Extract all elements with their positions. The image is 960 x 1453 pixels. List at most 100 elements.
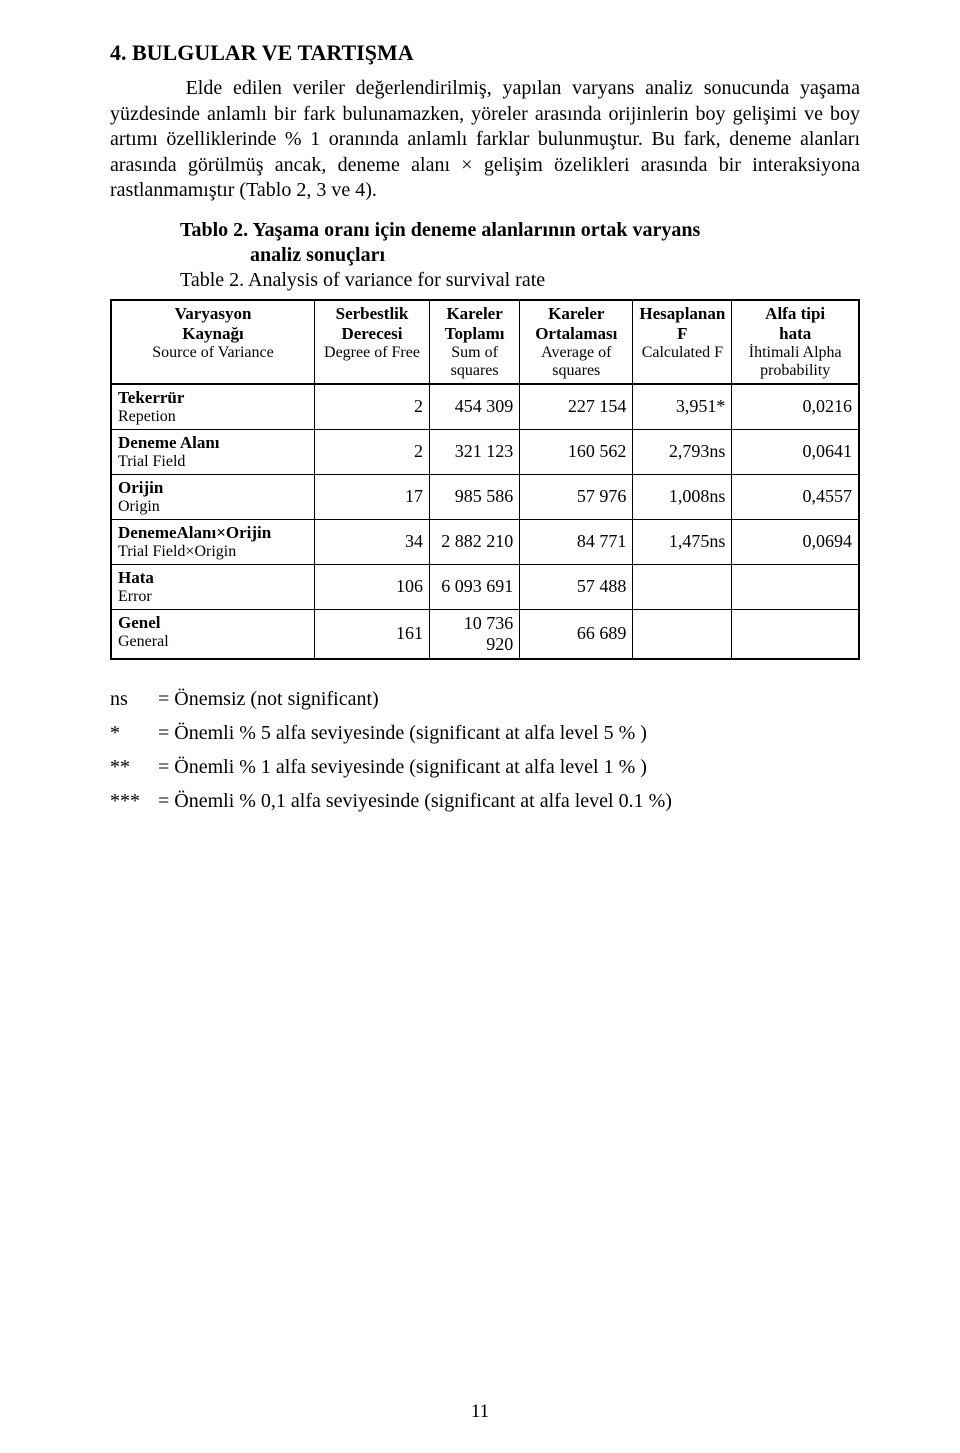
src-sub: Trial Field×Origin (118, 543, 308, 561)
table-header-row: Varyasyon Kaynağı Source of Variance Ser… (111, 300, 859, 384)
cell-ss: 6 093 691 (429, 564, 519, 609)
legend: ns = Önemsiz (not significant) * = Öneml… (110, 682, 860, 818)
cell-ms: 57 488 (520, 564, 633, 609)
cell-ss: 454 309 (429, 384, 519, 430)
cell-f (633, 564, 732, 609)
src-bold: Hata (118, 568, 308, 588)
cell-ms: 227 154 (520, 384, 633, 430)
cell-ms: 84 771 (520, 519, 633, 564)
table-row: Orijin Origin 17 985 586 57 976 1,008ns … (111, 474, 859, 519)
col-h2: F (677, 324, 687, 343)
legend-key: *** (110, 784, 158, 818)
table-row: Tekerrür Repetion 2 454 309 227 154 3,95… (111, 384, 859, 430)
table-titles: Tablo 2. Yaşama oranı için deneme alanla… (180, 218, 860, 293)
cell-f: 3,951* (633, 384, 732, 430)
cell-source: Genel General (111, 609, 315, 659)
legend-key: ** (110, 750, 158, 784)
cell-df: 17 (315, 474, 430, 519)
cell-ss: 10 736 920 (429, 609, 519, 659)
col-header-ms: Kareler Ortalaması Average of squares (520, 300, 633, 384)
src-bold: Tekerrür (118, 388, 308, 408)
table-row: Genel General 161 10 736 920 66 689 (111, 609, 859, 659)
col-h1: Serbestlik Derecesi (336, 304, 409, 343)
cell-df: 34 (315, 519, 430, 564)
cell-p (732, 564, 859, 609)
section-title: 4. BULGULAR VE TARTIŞMA (110, 40, 860, 66)
cell-df: 106 (315, 564, 430, 609)
col-header-f: Hesaplanan F Calculated F (633, 300, 732, 384)
src-bold: Deneme Alanı (118, 433, 308, 453)
src-sub: Error (118, 588, 308, 606)
col-header-source: Varyasyon Kaynağı Source of Variance (111, 300, 315, 384)
col-h2: Toplamı (445, 324, 505, 343)
legend-text: = Önemsiz (not significant) (158, 682, 379, 716)
table-title-tr: Tablo 2. Yaşama oranı için deneme alanla… (180, 218, 860, 243)
legend-row-3star: *** = Önemli % 0,1 alfa seviyesinde (sig… (110, 784, 860, 818)
legend-row-ns: ns = Önemsiz (not significant) (110, 682, 860, 716)
col-header-ss: Kareler Toplamı Sum of squares (429, 300, 519, 384)
cell-df: 161 (315, 609, 430, 659)
col-h1: Alfa tipi (765, 304, 825, 323)
cell-p: 0,0216 (732, 384, 859, 430)
legend-text: = Önemli % 5 alfa seviyesinde (significa… (158, 716, 647, 750)
src-sub: Origin (118, 498, 308, 516)
col-h3: Sum of squares (436, 344, 513, 380)
paragraph-text: Elde edilen veriler değerlendirilmiş, ya… (110, 77, 860, 201)
table-row: Hata Error 106 6 093 691 57 488 (111, 564, 859, 609)
cell-ms: 66 689 (520, 609, 633, 659)
cell-source: Deneme Alanı Trial Field (111, 429, 315, 474)
table-body: Tekerrür Repetion 2 454 309 227 154 3,95… (111, 384, 859, 659)
cell-f: 1,475ns (633, 519, 732, 564)
cell-p: 0,0694 (732, 519, 859, 564)
table-title-tr-line2: analiz sonuçları (180, 243, 860, 268)
cell-df: 2 (315, 384, 430, 430)
table-row: DenemeAlanı×Orijin Trial Field×Origin 34… (111, 519, 859, 564)
legend-key: ns (110, 682, 158, 716)
table-row: Deneme Alanı Trial Field 2 321 123 160 5… (111, 429, 859, 474)
col-header-df: Serbestlik Derecesi Degree of Free (315, 300, 430, 384)
col-h1: Kareler (548, 304, 604, 323)
src-bold: Genel (118, 613, 308, 633)
legend-text: = Önemli % 1 alfa seviyesinde (significa… (158, 750, 647, 784)
cell-ms: 57 976 (520, 474, 633, 519)
body-paragraph: Elde edilen veriler değerlendirilmiş, ya… (110, 76, 860, 204)
table-title-en: Table 2. Analysis of variance for surviv… (180, 268, 860, 293)
col-header-p: Alfa tipi hata İhtimali Alpha probabilit… (732, 300, 859, 384)
cell-source: Tekerrür Repetion (111, 384, 315, 430)
cell-f (633, 609, 732, 659)
col-h1: Kareler (446, 304, 502, 323)
cell-source: Hata Error (111, 564, 315, 609)
src-sub: Repetion (118, 408, 308, 426)
cell-p (732, 609, 859, 659)
src-sub: Trial Field (118, 453, 308, 471)
col-h2: Kaynağı (182, 324, 243, 343)
col-h3: İhtimali Alpha probability (738, 344, 852, 380)
legend-row-2star: ** = Önemli % 1 alfa seviyesinde (signif… (110, 750, 860, 784)
cell-ss: 2 882 210 (429, 519, 519, 564)
cell-ms: 160 562 (520, 429, 633, 474)
anova-table: Varyasyon Kaynağı Source of Variance Ser… (110, 299, 860, 660)
cell-f: 2,793ns (633, 429, 732, 474)
cell-f: 1,008ns (633, 474, 732, 519)
cell-p: 0,4557 (732, 474, 859, 519)
cell-source: Orijin Origin (111, 474, 315, 519)
table-title-tr-line1: Tablo 2. Yaşama oranı için deneme alanla… (180, 219, 700, 241)
legend-row-star: * = Önemli % 5 alfa seviyesinde (signifi… (110, 716, 860, 750)
cell-df: 2 (315, 429, 430, 474)
cell-source: DenemeAlanı×Orijin Trial Field×Origin (111, 519, 315, 564)
src-sub: General (118, 633, 308, 651)
col-h3: Average of squares (526, 344, 626, 380)
col-h1: Varyasyon (175, 304, 252, 323)
cell-p: 0,0641 (732, 429, 859, 474)
col-h3: Source of Variance (118, 344, 308, 362)
legend-text: = Önemli % 0,1 alfa seviyesinde (signifi… (158, 784, 672, 818)
col-h2: Ortalaması (535, 324, 617, 343)
page-number: 11 (0, 1401, 960, 1423)
src-bold: DenemeAlanı×Orijin (118, 523, 308, 543)
col-h2: hata (779, 324, 811, 343)
src-bold: Orijin (118, 478, 308, 498)
page: 4. BULGULAR VE TARTIŞMA Elde edilen veri… (0, 0, 960, 1453)
col-h3: Calculated F (639, 344, 725, 362)
cell-ss: 321 123 (429, 429, 519, 474)
cell-ss: 985 586 (429, 474, 519, 519)
